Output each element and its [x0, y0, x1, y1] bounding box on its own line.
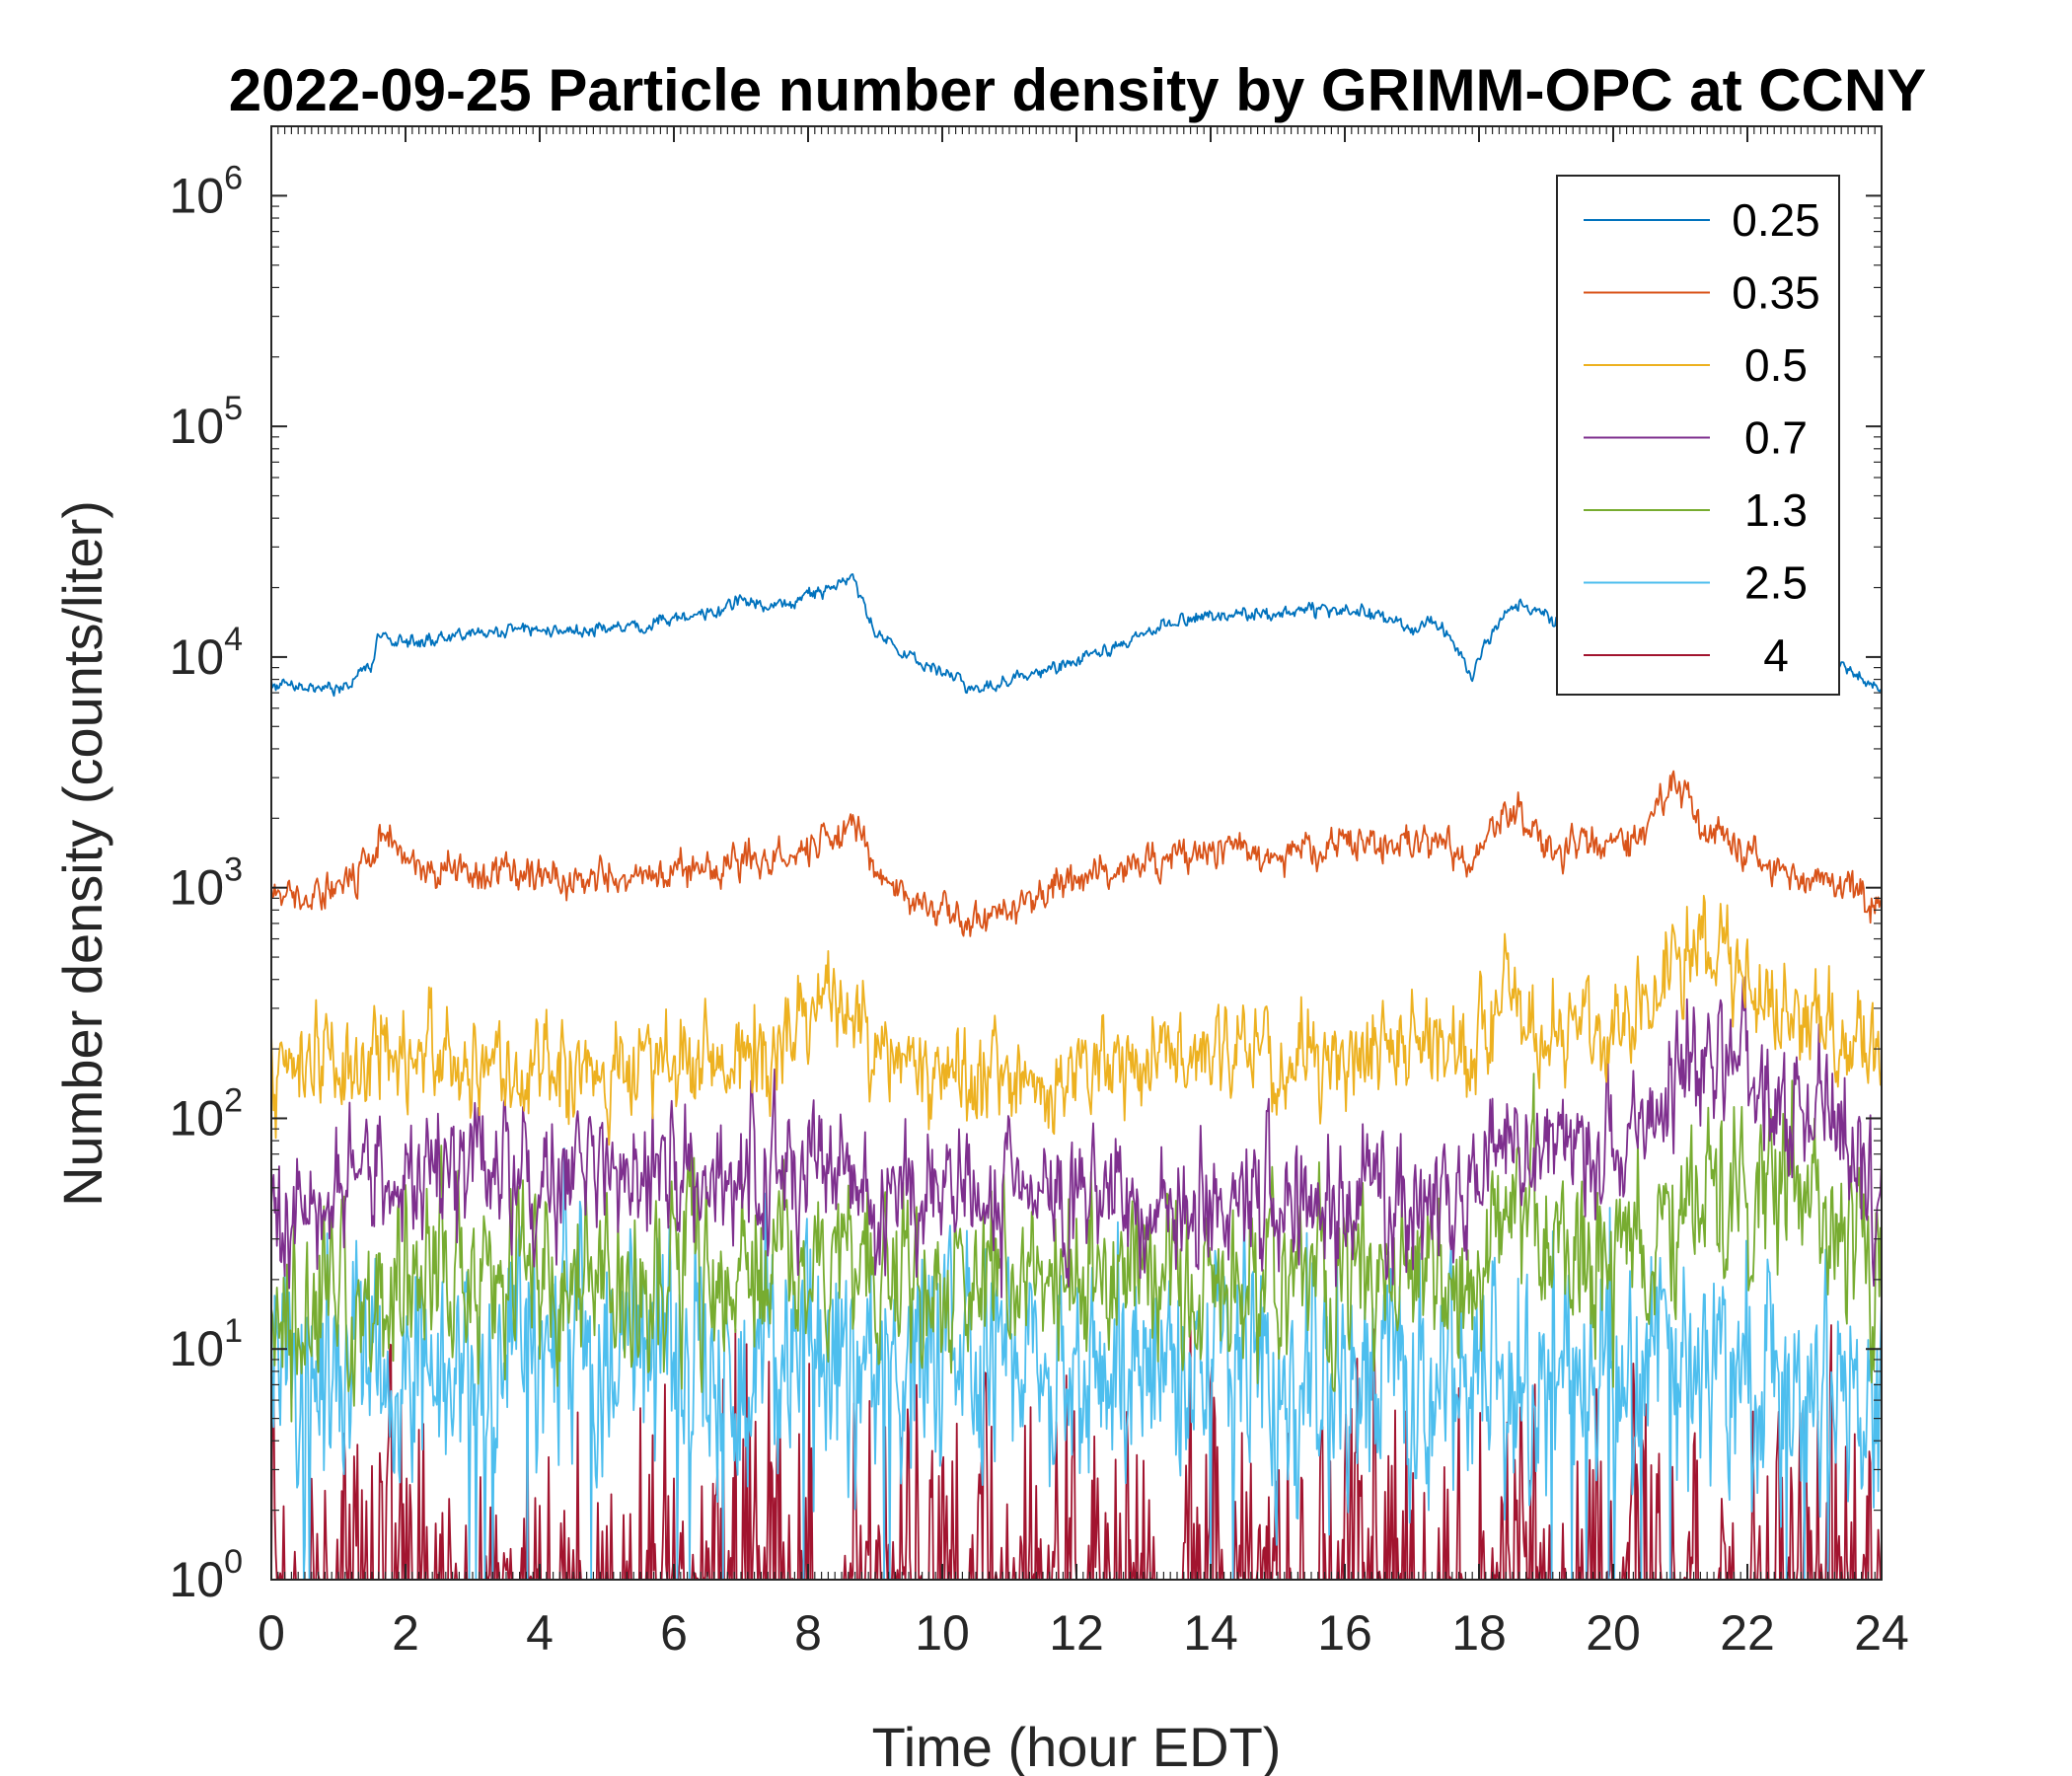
x-tick-label: 24 — [1854, 1605, 1909, 1661]
y-tick-label: 103 — [169, 851, 243, 916]
series-line-4 — [270, 1073, 1883, 1423]
series-line-3 — [270, 976, 1883, 1298]
y-tick-label: 104 — [169, 621, 243, 685]
x-tick-label: 12 — [1049, 1605, 1104, 1661]
chart-title: 2022-09-25 Particle number density by GR… — [229, 57, 1927, 123]
y-tick-label: 102 — [169, 1081, 243, 1146]
series-line-1 — [270, 770, 1883, 937]
minor-ticks — [271, 126, 1882, 1580]
legend-label-5: 2.5 — [1744, 557, 1808, 609]
legend: 0.25 0.35 0.5 0.7 1.3 2.5 4 — [1556, 175, 1840, 696]
x-tick-label: 4 — [526, 1605, 554, 1661]
y-tick-label: 106 — [169, 159, 243, 223]
x-tick-label: 6 — [660, 1605, 688, 1661]
x-tick-label: 0 — [258, 1605, 285, 1661]
legend-label-2: 0.5 — [1744, 339, 1808, 391]
y-tick-label: 100 — [169, 1543, 243, 1607]
legend-items: 0.25 0.35 0.5 0.7 1.3 2.5 4 — [1584, 194, 1820, 681]
legend-box — [1556, 175, 1840, 696]
x-tick-label: 20 — [1586, 1605, 1641, 1661]
x-tick-label: 8 — [794, 1605, 822, 1661]
x-tick-labels: 0 2 4 6 8 10 12 14 16 18 20 22 24 — [258, 1605, 1909, 1661]
legend-label-6: 4 — [1763, 629, 1789, 681]
x-tick-label: 22 — [1720, 1605, 1775, 1661]
legend-label-0: 0.25 — [1732, 194, 1820, 246]
x-tick-label: 10 — [915, 1605, 970, 1661]
y-tick-label: 101 — [169, 1312, 243, 1376]
x-tick-label: 16 — [1317, 1605, 1372, 1661]
legend-label-3: 0.7 — [1744, 412, 1808, 464]
x-tick-label: 18 — [1451, 1605, 1507, 1661]
y-tick-label: 105 — [169, 390, 243, 454]
y-tick-labels: 100 101 102 103 104 105 106 — [169, 159, 243, 1607]
series-line-2 — [270, 894, 1883, 1147]
major-ticks — [270, 126, 1883, 1581]
legend-label-4: 1.3 — [1744, 484, 1808, 536]
x-tick-label: 2 — [392, 1605, 419, 1661]
x-tick-label: 14 — [1183, 1605, 1238, 1661]
x-axis-label: Time (hour EDT) — [872, 1716, 1282, 1776]
y-axis-label: Number density (counts/liter) — [51, 500, 113, 1207]
legend-label-1: 0.35 — [1732, 267, 1820, 319]
